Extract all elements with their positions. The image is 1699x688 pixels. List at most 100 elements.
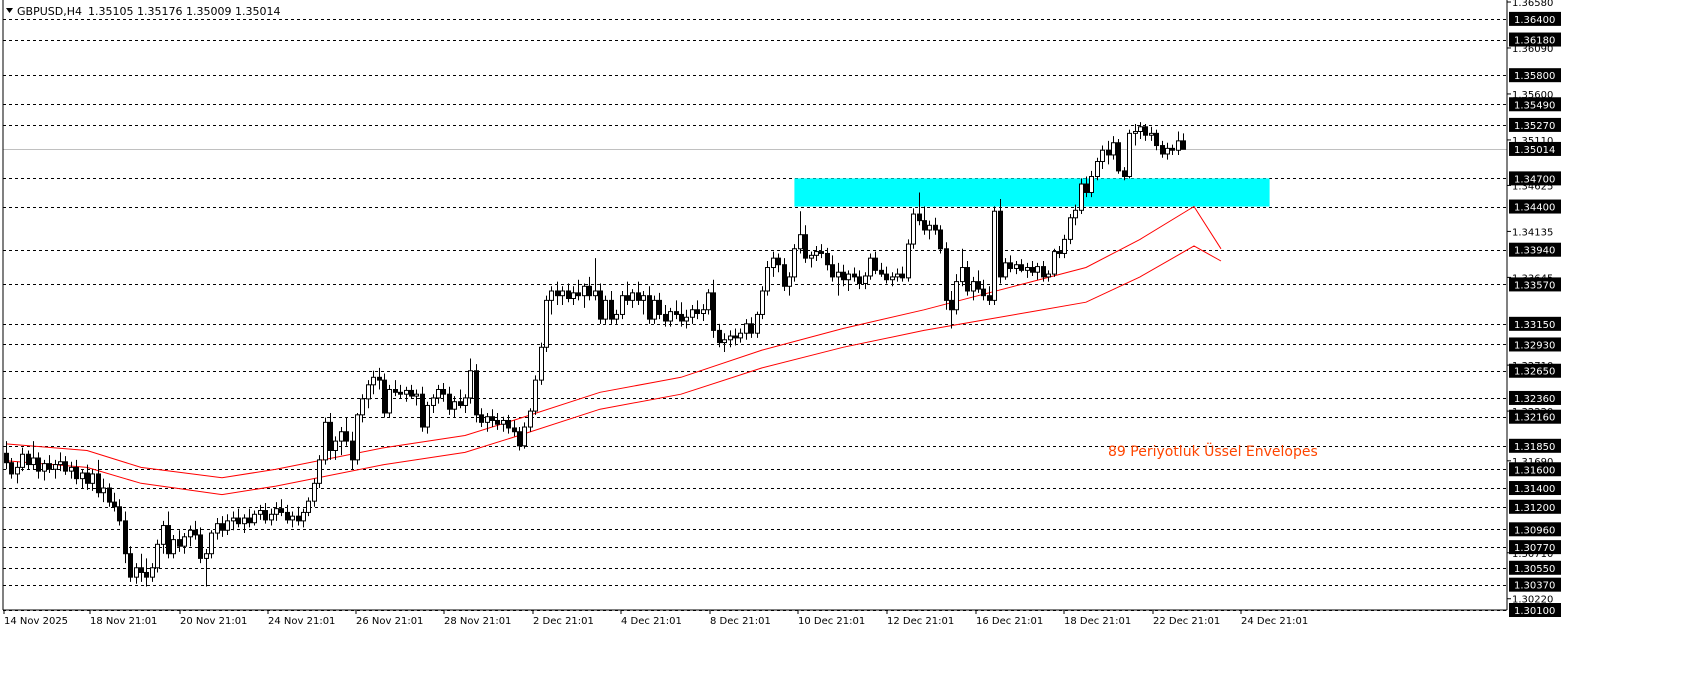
candle-bull [301, 511, 306, 522]
price-tag-label: 1.35800 [1514, 71, 1555, 82]
candle-bear [609, 299, 614, 320]
candle-bull [274, 508, 279, 515]
candle-bear [382, 379, 387, 414]
candle-bull [809, 254, 814, 259]
candle-bear [96, 473, 101, 494]
candle-bull [895, 273, 900, 278]
candle-bull [890, 276, 895, 281]
x-tick-label: 10 Dec 21:01 [798, 616, 865, 627]
candle-bull [846, 273, 851, 281]
candle-bull [269, 513, 274, 521]
candle-bear [26, 453, 31, 466]
candle-bear [36, 457, 41, 472]
candle-bear [944, 248, 949, 301]
candle-bull [90, 473, 95, 484]
candle-bull [630, 292, 635, 301]
price-tag-label: 1.33150 [1514, 320, 1555, 331]
candle-bear [1154, 132, 1159, 147]
x-tick-label: 24 Dec 21:01 [1241, 616, 1308, 627]
candle-bull [582, 285, 587, 297]
candle-bull [101, 487, 106, 494]
candle-bull [992, 210, 997, 301]
candle-bear [717, 329, 722, 344]
x-tick-label: 14 Nov 2025 [4, 616, 68, 627]
price-tag [1509, 117, 1561, 132]
envelope-lower-line [5, 245, 1222, 496]
candle-bull [188, 529, 193, 538]
candle-bull [701, 309, 706, 315]
candle-bull [463, 397, 468, 406]
candle-bull [755, 313, 760, 334]
candle-bull [603, 299, 608, 320]
x-tick-label: 2 Dec 21:01 [533, 616, 594, 627]
candle-bull [760, 290, 765, 315]
candle-bull [539, 346, 544, 381]
candle-bear [873, 257, 878, 271]
symbol-timeframe: GBPUSD,H4 [17, 5, 82, 18]
candle-bull [431, 397, 436, 406]
envelope-bands [5, 205, 1222, 496]
candle-bear [782, 264, 787, 287]
candle-bull [533, 379, 538, 412]
candle-bull [414, 393, 419, 397]
candle-bull [738, 332, 743, 339]
candle-bull [549, 290, 554, 301]
candle-bull [906, 243, 911, 279]
candle-bull [528, 410, 533, 428]
candle-bear [398, 391, 403, 395]
candle-bull [242, 517, 247, 525]
candle-bear [517, 431, 522, 447]
candle-bull [728, 335, 733, 341]
candle-bull [1068, 217, 1073, 240]
candle-bull [863, 275, 868, 284]
candle-bear [263, 510, 268, 521]
candle-bear [663, 313, 668, 322]
candle-bear [74, 466, 79, 480]
price-tag-label: 1.31850 [1514, 442, 1555, 453]
price-tag-label: 1.31400 [1514, 484, 1555, 495]
candle-bull [1089, 176, 1094, 193]
candle-bull [836, 271, 841, 278]
candle-bear [220, 523, 225, 531]
candle-bull [960, 267, 965, 283]
candle-bull [468, 370, 473, 399]
candle-bear [350, 440, 355, 461]
candle-bull [1165, 147, 1170, 155]
price-tag [1509, 540, 1561, 555]
price-tag [1509, 409, 1561, 424]
candle-bull [252, 513, 257, 524]
candle-bear [117, 506, 122, 522]
candle-bear [177, 539, 182, 547]
candle-bear [636, 292, 641, 301]
candle-bear [279, 508, 284, 513]
candle-bull [1014, 264, 1019, 269]
y-tick-label: 1.36090 [1512, 44, 1553, 55]
candle-bull [312, 482, 317, 502]
candle-bear [1116, 142, 1121, 172]
candle-bear [420, 393, 425, 428]
candle-bear [825, 252, 830, 266]
candle-bear [576, 292, 581, 297]
candle-bull [31, 457, 36, 466]
price-tag [1509, 462, 1561, 477]
candle-bear [711, 292, 716, 331]
price-tag [1509, 97, 1561, 112]
y-tick-label: 1.30220 [1512, 595, 1553, 606]
candle-bear [409, 389, 414, 397]
collapse-triangle-icon[interactable] [6, 8, 13, 13]
y-tick-label: 1.34625 [1512, 181, 1553, 192]
candle-bull [306, 500, 311, 513]
candle-bull [1100, 149, 1105, 163]
price-tag-label: 1.35270 [1514, 121, 1555, 132]
candle-bear [1057, 251, 1062, 254]
candle-bull [927, 224, 932, 231]
price-tag-label: 1.36400 [1514, 15, 1555, 26]
price-tag-label: 1.30960 [1514, 525, 1555, 536]
candle-bull [571, 292, 576, 299]
candle-bear [949, 299, 954, 311]
candle-bear [987, 295, 992, 301]
time-axis: 14 Nov 2025 18 Nov 21:01 20 Nov 21:01 24 No… [3, 610, 1308, 627]
candle-bull [544, 299, 549, 348]
candle-bear [296, 515, 301, 522]
